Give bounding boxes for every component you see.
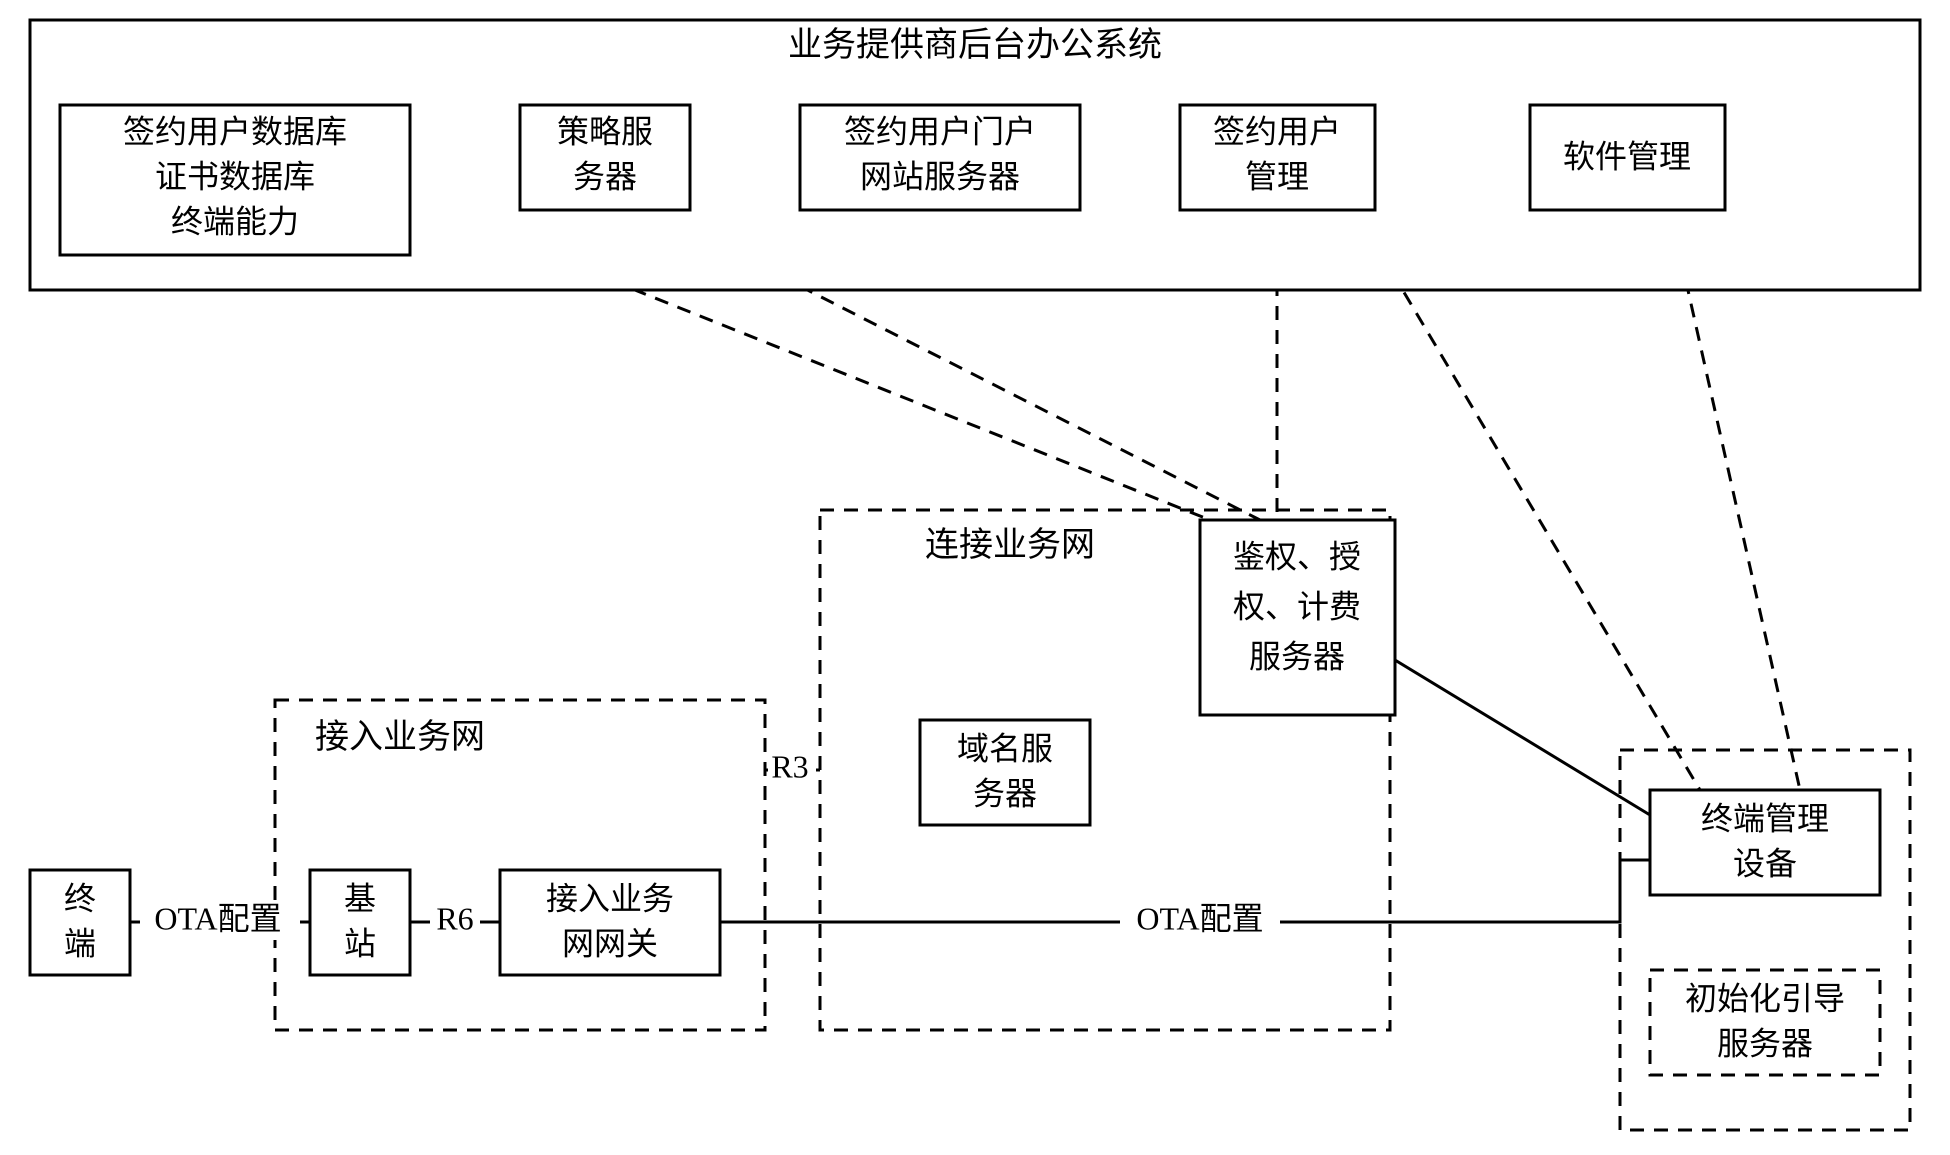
node-db: 签约用户数据库证书数据库终端能力 (60, 105, 410, 255)
node-bs-line-1: 站 (344, 925, 376, 961)
node-csn_group-title: 连接业务网 (925, 526, 1095, 564)
node-layer: 业务提供商后台办公系统签约用户数据库证书数据库终端能力 策略服务器 签约用户门户网站… (30, 20, 1920, 1130)
node-sub_mgmt-line-0: 签约用户 (1213, 113, 1341, 149)
node-portal: 签约用户门户网站服务器 (800, 105, 1080, 210)
edge-label-asn_gw-dm_device: OTA配置 (1136, 900, 1263, 936)
node-boot_server: 初始化引导服务器 (1650, 970, 1880, 1075)
node-policy: 策略服务器 (520, 105, 690, 210)
edge-sw_mgmt-dm_device (1670, 210, 1800, 790)
node-bs: 基站 (310, 870, 410, 975)
node-asn_group-title: 接入业务网 (315, 718, 485, 756)
node-aaa-line-1: 权、计费 (1233, 588, 1361, 624)
node-db-line-2: 终端能力 (171, 203, 299, 239)
node-dm_device-line-1: 设备 (1733, 845, 1797, 881)
node-asn_gw: 接入业务网网关 (500, 870, 720, 975)
edge-label-asn_group-csn_group: R3 (771, 748, 808, 784)
node-db-line-1: 证书数据库 (155, 158, 315, 194)
node-boot_server-line-0: 初始化引导 (1685, 980, 1845, 1016)
node-aaa: 鉴权、授权、计费服务器 (1200, 520, 1395, 715)
node-dm_device: 终端管理设备 (1650, 790, 1880, 895)
node-sw_mgmt: 软件管理 (1530, 105, 1725, 210)
node-asn_group: 接入业务网 (275, 700, 765, 1030)
node-dm_device-line-0: 终端管理 (1701, 800, 1829, 836)
node-boot_server-line-1: 服务器 (1717, 1025, 1813, 1061)
node-dns: 域名服务器 (920, 720, 1090, 825)
node-terminal: 终端 (30, 870, 130, 975)
edge-aaa-dm_device (1395, 660, 1650, 815)
node-dns-line-0: 域名服 (957, 730, 1053, 766)
node-asn_gw-line-0: 接入业务 (546, 880, 674, 916)
node-terminal-line-1: 端 (64, 925, 96, 961)
node-aaa-line-0: 鉴权、授 (1233, 538, 1361, 574)
node-policy-line-0: 策略服 (557, 113, 653, 149)
node-aaa-line-2: 服务器 (1249, 638, 1345, 674)
edge-sub_mgmt-dm_device (1355, 210, 1700, 790)
node-portal-line-0: 签约用户门户 (844, 113, 1036, 149)
node-sw_mgmt-line-0: 软件管理 (1563, 138, 1691, 174)
diagram-canvas: 业务提供商后台办公系统签约用户数据库证书数据库终端能力 策略服务器 签约用户门户网站… (0, 0, 1950, 1155)
edge-label-bs-asn_gw: R6 (436, 900, 473, 936)
node-policy-line-1: 务器 (573, 158, 637, 194)
node-asn_gw-line-1: 网网关 (562, 925, 658, 961)
edge-label-terminal-bs: OTA配置 (154, 900, 281, 936)
node-terminal-line-0: 终 (64, 880, 96, 916)
node-db-line-0: 签约用户数据库 (123, 113, 347, 149)
node-backoffice_group-title: 业务提供商后台办公系统 (788, 26, 1162, 64)
node-bs-line-0: 基 (344, 880, 376, 916)
node-sub_mgmt: 签约用户管理 (1180, 105, 1375, 210)
node-dns-line-1: 务器 (973, 775, 1037, 811)
node-portal-line-1: 网站服务器 (860, 158, 1020, 194)
node-sub_mgmt-line-1: 管理 (1245, 158, 1309, 194)
